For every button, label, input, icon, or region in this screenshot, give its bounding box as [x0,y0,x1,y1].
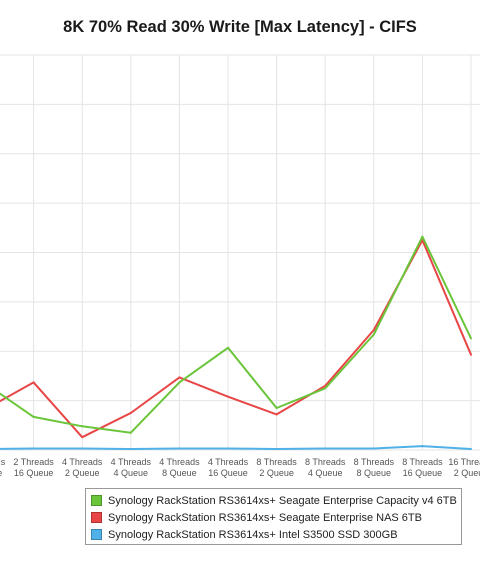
data-point [178,381,181,384]
series-line [0,445,472,450]
legend-item: Synology RackStation RS3614xs+ Intel S35… [91,526,461,543]
data-point [178,376,181,379]
data-point [129,448,132,451]
data-point [178,447,181,450]
series-lines [0,235,472,451]
data-point [324,447,327,450]
data-point [227,346,229,349]
series-line [0,235,472,434]
series-group [0,239,472,439]
data-point [32,447,35,450]
data-point [227,395,229,398]
data-point [81,436,84,439]
data-point [129,411,132,414]
gridlines [0,54,480,451]
legend-label: Synology RackStation RS3614xs+ Intel S35… [108,528,398,541]
data-point [421,445,424,448]
data-point [32,381,35,384]
legend-label: Synology RackStation RS3614xs+ Seagate E… [108,511,422,524]
data-point [275,413,278,416]
data-point [421,235,424,238]
x-tick-label: 8 Threads 16 Queue [402,457,443,478]
data-point [129,431,132,434]
series-group [0,235,472,434]
x-tick-label: 8 Threads 4 Queue [305,457,346,478]
legend-swatch [91,529,102,540]
legend-item: Synology RackStation RS3614xs+ Seagate E… [91,509,461,526]
legend-swatch [91,495,102,506]
series-group [0,445,472,451]
data-point [372,333,375,336]
x-tick-label: 4 Threads 4 Queue [111,457,152,478]
data-point [227,447,229,450]
data-point [324,387,327,390]
legend-swatch [91,512,102,523]
series-line [0,239,472,439]
x-tick-label: 8 Threads 8 Queue [354,457,395,478]
legend-label: Synology RackStation RS3614xs+ Seagate E… [108,494,457,507]
x-tick-label: 4 Threads 16 Queue [208,457,249,478]
x-tick-label: 4 Threads 8 Queue [159,457,200,478]
x-tick-label: 2 Threads 16 Queue [13,457,54,478]
legend-item: Synology RackStation RS3614xs+ Seagate E… [91,492,461,509]
data-point [470,337,472,340]
data-point [32,415,35,418]
x-tick-label: 8 Threads 2 Queue [256,457,297,478]
data-point [81,447,84,450]
data-point [470,448,472,451]
data-point [470,353,472,356]
data-point [372,329,375,332]
chart-title: 8K 70% Read 30% Write [Max Latency] - CI… [63,18,417,36]
data-point [81,425,84,428]
legend: Synology RackStation RS3614xs+ Seagate E… [85,488,462,545]
x-tick-label: 4 Threads 2 Queue [62,457,103,478]
data-point [275,407,278,410]
data-point [372,447,375,450]
data-point [275,448,278,451]
